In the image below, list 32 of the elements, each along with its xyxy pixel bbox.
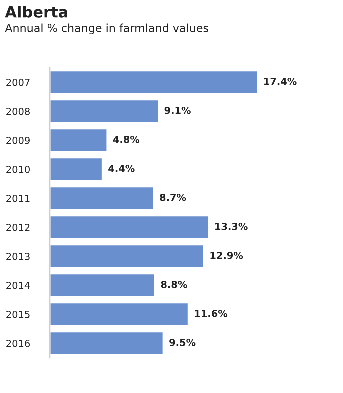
bar: [50, 186, 155, 211]
y-tick-label: 2007: [6, 78, 30, 86]
data-label: 4.8%: [113, 136, 140, 144]
data-label: 12.9%: [210, 252, 244, 260]
data-label: 4.4%: [108, 164, 135, 172]
bar: [50, 244, 205, 269]
bar: [50, 128, 108, 153]
bar: [50, 157, 104, 182]
bar: [50, 215, 210, 240]
y-tick-label: 2013: [6, 252, 30, 260]
bar: [50, 99, 160, 124]
chart-title: Alberta: [5, 6, 68, 18]
bar: [50, 70, 259, 95]
data-label: 17.4%: [264, 78, 297, 86]
bar: [50, 331, 164, 356]
y-tick-label: 2015: [6, 310, 30, 318]
y-tick-label: 2011: [6, 194, 30, 202]
data-label: 8.8%: [161, 280, 188, 288]
y-tick-label: 2010: [6, 166, 30, 174]
y-tick-label: 2009: [6, 136, 30, 144]
bar: [50, 302, 190, 327]
data-label: 9.1%: [164, 106, 191, 114]
data-label: 11.6%: [195, 310, 228, 318]
y-tick-label: 2014: [6, 282, 30, 290]
chart-subtitle: Annual % change in farmland values: [5, 24, 209, 35]
y-tick-label: 2012: [6, 224, 30, 232]
data-label: 9.5%: [170, 338, 196, 346]
data-label: 13.3%: [216, 222, 248, 230]
bar: [50, 273, 156, 298]
y-tick-label: 2008: [6, 108, 30, 116]
data-label: 8.7%: [160, 194, 186, 202]
y-tick-label: 2016: [6, 340, 30, 348]
